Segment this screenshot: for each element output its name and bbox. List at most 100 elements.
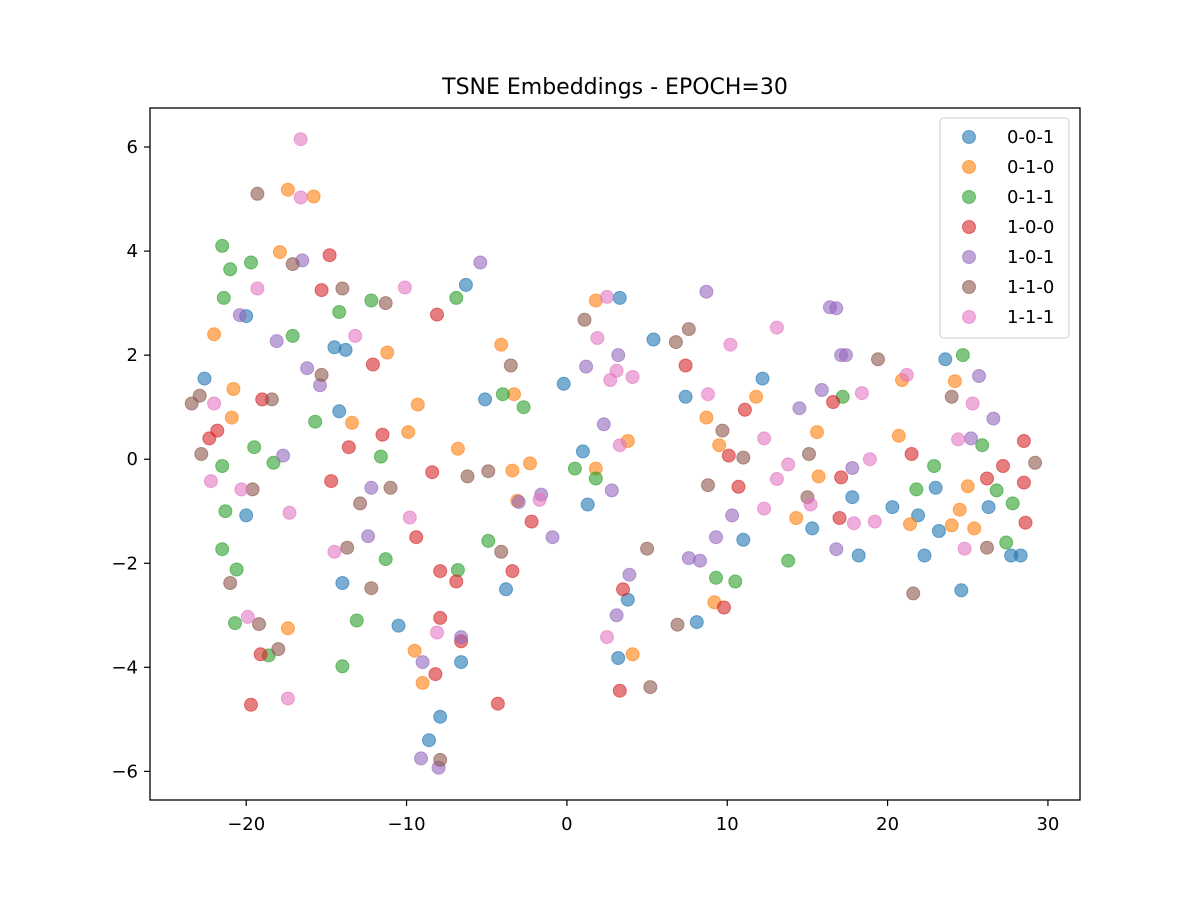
point-1-0-1-36 [972,369,986,383]
point-0-1-0-34 [947,374,962,389]
point-0-1-1-27 [709,570,723,585]
point-0-0-1-14 [612,290,627,305]
point-1-1-1-31 [854,386,869,401]
point-0-0-1-12 [575,444,590,459]
x-tick-label: −10 [388,814,426,835]
point-0-0-1-9 [478,392,493,407]
point-1-0-0-33 [980,471,994,486]
point-1-0-0-32 [904,447,919,461]
point-0-1-1-24 [516,400,531,415]
legend: 0-0-1 0-1-0 0-1-1 1-0-0 1-0-1 1-1-0 1-1-1 [939,117,1070,339]
point-0-1-0-6 [280,621,295,636]
point-1-1-1-7 [282,505,297,520]
point-0-1-0-18 [523,456,537,471]
series-1-0-0 [202,248,1033,712]
point-0-0-1-24 [851,548,866,563]
point-1-1-1-13 [430,625,444,640]
point-1-1-0-20 [494,544,509,559]
point-1-1-1-25 [757,501,772,516]
y-tick-label: 6 [127,137,138,158]
point-1-1-0-17 [433,752,448,767]
point-1-0-1-24 [699,284,714,299]
point-1-0-0-10 [375,427,390,442]
point-1-1-1-20 [625,370,640,384]
point-1-1-0-24 [643,680,658,695]
point-1-1-1-1 [293,190,308,205]
point-1-0-0-28 [737,402,752,417]
point-0-1-1-36 [999,535,1014,550]
point-0-0-1-2 [239,508,254,523]
point-0-1-0-30 [891,428,906,443]
point-1-1-1-9 [327,544,342,559]
point-1-1-0-34 [906,586,921,601]
point-0-1-0-10 [410,397,425,412]
point-0-1-1-23 [495,387,510,402]
point-0-1-1-31 [909,482,924,497]
point-1-0-1-33 [838,348,853,363]
legend-marker-0-1-0 [962,160,976,174]
legend-label-0-1-1: 0-1-1 [1007,187,1054,208]
point-0-0-1-36 [422,733,436,748]
legend-label-1-0-1: 1-0-1 [1007,247,1054,268]
point-1-0-0-3 [253,647,268,662]
point-1-0-1-0 [232,308,247,323]
point-0-0-1-13 [580,497,595,512]
point-0-1-1-20 [449,290,464,305]
point-0-1-0-14 [494,337,509,352]
point-0-0-1-27 [917,548,932,563]
x-tick-label: 10 [716,814,739,835]
point-1-1-1-32 [862,452,877,467]
point-1-1-0-1 [192,388,207,403]
point-0-1-1-19 [378,552,393,567]
point-1-0-0-24 [678,358,693,373]
point-1-0-0-1 [210,423,225,438]
point-1-1-0-16 [383,480,398,495]
point-0-1-0-25 [712,438,727,453]
point-1-1-0-15 [378,296,393,311]
point-1-1-0-7 [264,392,279,407]
point-1-0-1-30 [829,301,844,316]
point-1-1-1-16 [600,289,614,304]
point-0-0-1-31 [954,583,969,598]
point-0-1-1-33 [955,348,970,363]
point-1-1-0-19 [481,464,496,479]
point-1-1-1-24 [757,431,772,446]
point-0-0-1-34 [1013,548,1028,563]
point-0-0-1-15 [611,651,626,665]
point-0-1-0-35 [952,502,967,517]
point-1-1-0-10 [314,367,329,382]
point-0-1-1-37 [1005,496,1020,511]
point-1-0-1-28 [814,383,829,397]
point-0-1-1-29 [781,553,796,568]
point-0-1-0-33 [944,518,959,533]
point-1-1-0-22 [577,312,592,327]
point-0-1-0-3 [280,182,295,197]
point-0-1-1-5 [332,305,347,319]
point-1-1-1-15 [590,331,605,345]
point-1-0-0-19 [490,696,505,711]
point-1-1-0-26 [670,617,685,632]
point-1-0-1-8 [415,655,430,670]
point-1-1-0-35 [944,389,959,404]
point-0-0-1-18 [678,389,693,404]
point-1-1-1-35 [951,432,966,447]
point-1-0-1-20 [609,608,624,623]
point-0-0-1-11 [556,376,571,391]
point-1-0-0-8 [341,440,356,455]
point-0-1-1-1 [223,262,238,277]
point-1-0-1-34 [845,461,860,475]
point-1-1-0-25 [668,335,683,350]
point-0-1-1-28 [728,574,743,589]
legend-marker-1-0-0 [962,220,976,234]
y-tick-label: 0 [127,449,138,470]
point-0-1-1-8 [247,440,262,455]
point-1-0-0-26 [721,448,736,463]
point-1-0-0-11 [409,530,424,545]
point-1-1-1-27 [769,472,784,486]
point-1-0-0-6 [322,248,337,263]
point-1-1-0-21 [503,358,518,373]
point-1-1-1-10 [348,328,363,343]
point-0-0-1-4 [338,342,353,357]
point-0-1-1-34 [975,438,990,453]
